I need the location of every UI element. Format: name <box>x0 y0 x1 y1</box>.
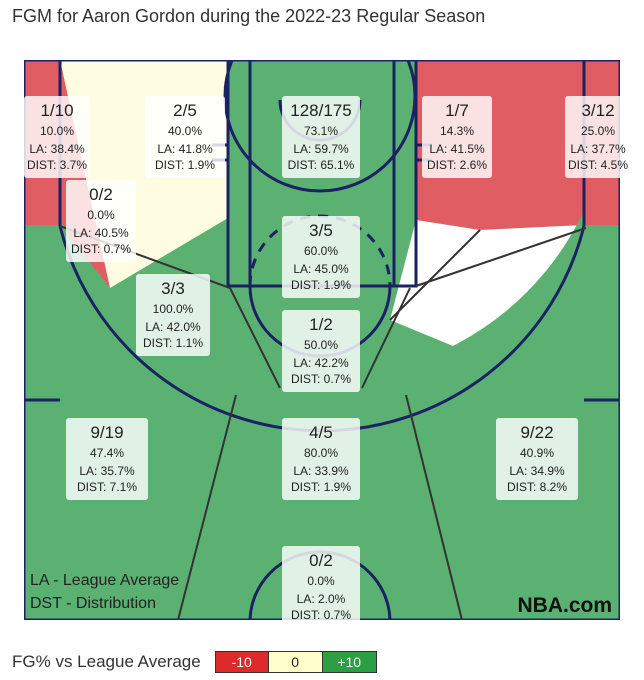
zone-box-bg <box>24 96 90 178</box>
zone-pct: 50.0% <box>304 338 338 352</box>
zone-pct: 10.0% <box>40 124 74 138</box>
zone-la: LA: 42.0% <box>145 320 201 334</box>
zone-box-paint-non-ra: 3/5 60.0% LA: 45.0% DIST: 1.9% <box>282 216 360 298</box>
zone-box-right-wing-mid-upper: 1/7 14.3% LA: 41.5% DIST: 2.6% <box>422 96 492 178</box>
zone-pct: 40.0% <box>168 124 202 138</box>
divider-left-top3 <box>177 394 237 620</box>
zone-box-bg <box>282 96 360 178</box>
nba-watermark: NBA.com <box>517 594 612 617</box>
zone-pct: 14.3% <box>440 124 474 138</box>
zone-box-left-corner-3: 1/10 10.0% LA: 38.4% DIST: 3.7% <box>24 96 90 178</box>
legend-label: FG% vs League Average <box>12 652 201 671</box>
zone-la: LA: 41.8% <box>157 142 213 156</box>
zone-la: LA: 35.7% <box>79 464 135 478</box>
zone-fgm: 3/5 <box>309 221 333 240</box>
zone-dist: DIST: 3.7% <box>27 158 87 172</box>
zone-pct: 100.0% <box>153 302 194 316</box>
legend-item-zero: 0 <box>268 651 323 673</box>
zone-box-bg <box>282 418 360 500</box>
zone-pct: 40.9% <box>520 446 554 460</box>
zone-pct: 80.0% <box>304 446 338 460</box>
legend-item-plus10: +10 <box>322 651 377 673</box>
zone-fgm: 3/12 <box>581 101 614 120</box>
zone-pct: 0.0% <box>87 208 115 222</box>
zone-dist: DIST: 1.9% <box>155 158 215 172</box>
zone-pct: 0.0% <box>307 574 335 588</box>
zone-fgm: 128/175 <box>290 101 351 120</box>
zone-dist: DIST: 8.2% <box>507 480 567 494</box>
zone-dist: DIST: 0.7% <box>291 372 351 386</box>
note-dst: DST - Distribution <box>30 595 156 612</box>
zone-box-bg <box>282 216 360 298</box>
inner-circle <box>223 60 417 193</box>
zone-pct: 25.0% <box>581 124 615 138</box>
zone-fgm: 3/3 <box>161 279 185 298</box>
zone-box-bg <box>422 96 492 178</box>
zone-dist: DIST: 1.9% <box>291 480 351 494</box>
divider-right-elbow <box>361 287 411 389</box>
chart-title: FGM for Aaron Gordon during the 2022-23 … <box>12 6 486 26</box>
zone-box-top-3: 4/5 80.0% LA: 33.9% DIST: 1.9% <box>282 418 360 500</box>
divider-left-elbow <box>229 287 281 389</box>
zone-dist: DIST: 0.7% <box>71 242 131 256</box>
zone-box-left-wing-3: 9/19 47.4% LA: 35.7% DIST: 7.1% <box>66 418 148 500</box>
zone-box-bg <box>282 310 360 392</box>
divider-right-top3 <box>405 394 463 620</box>
zone-dist: DIST: 2.6% <box>427 158 487 172</box>
divider-right-mid <box>415 227 587 287</box>
zone-fgm: 0/2 <box>309 551 333 570</box>
zone-box-backcourt: 0/2 0.0% LA: 2.0% DIST: 0.7% <box>282 546 360 628</box>
zone-la: LA: 33.9% <box>293 464 349 478</box>
zone-fgm: 9/19 <box>90 423 123 442</box>
zone-fgm: 4/5 <box>309 423 333 442</box>
zone-fgm: 2/5 <box>173 101 197 120</box>
zone-la: LA: 34.9% <box>509 464 565 478</box>
zone-fgm: 1/7 <box>445 101 469 120</box>
zone-la: LA: 2.0% <box>297 592 346 606</box>
zone-dist: DIST: 1.9% <box>291 278 351 292</box>
zone-la: LA: 45.0% <box>293 262 349 276</box>
zone-box-bg <box>136 274 210 356</box>
zone-la: LA: 41.5% <box>429 142 485 156</box>
zone-la: LA: 59.7% <box>293 142 349 156</box>
zone-la: LA: 38.4% <box>29 142 85 156</box>
legend: FG% vs League Average -10 0 +10 <box>12 650 377 674</box>
zone-box-bg <box>496 418 578 500</box>
zone-box-bg <box>66 418 148 500</box>
zone-box-left-wing-mid-upper: 2/5 40.0% LA: 41.8% DIST: 1.9% <box>145 96 225 178</box>
zone-box-bg <box>145 96 225 178</box>
zone-fgm: 1/2 <box>309 315 333 334</box>
zone-box-top-key-mid: 1/2 50.0% LA: 42.2% DIST: 0.7% <box>282 310 360 392</box>
zone-pct: 47.4% <box>90 446 124 460</box>
zone-box-left-baseline-mid: 0/2 0.0% LA: 40.5% DIST: 0.7% <box>66 180 136 262</box>
zone-fgm: 9/22 <box>520 423 553 442</box>
zone-la: LA: 42.2% <box>293 356 349 370</box>
zone-box-bg <box>66 180 136 262</box>
zone-dist: DIST: 7.1% <box>77 480 137 494</box>
zone-dist: DIST: 4.5% <box>568 158 628 172</box>
legend-item-minus10: -10 <box>214 651 269 673</box>
zone-la: LA: 40.5% <box>73 226 129 240</box>
zone-fgm: 1/10 <box>40 101 73 120</box>
zone-box-bg <box>565 96 631 178</box>
note-la: LA - League Average <box>30 572 179 589</box>
zone-dist: DIST: 65.1% <box>288 158 355 172</box>
zone-pct: 60.0% <box>304 244 338 258</box>
zone-dist: DIST: 0.7% <box>291 608 351 622</box>
zone-box-right-corner-3: 3/12 25.0% LA: 37.7% DIST: 4.5% <box>565 96 631 178</box>
shot-chart-court: 1/10 10.0% LA: 38.4% DIST: 3.7% 2/5 40.0% LA: … <box>24 60 631 628</box>
zone-box-bg <box>282 546 360 628</box>
divider-right-wing <box>389 229 481 321</box>
zone-box-left-elbow-mid: 3/3 100.0% LA: 42.0% DIST: 1.1% <box>136 274 210 356</box>
zone-dist: DIST: 1.1% <box>143 336 203 350</box>
zone-la: LA: 37.7% <box>570 142 626 156</box>
zone-fgm: 0/2 <box>89 185 113 204</box>
zone-box-restricted-area: 128/175 73.1% LA: 59.7% DIST: 65.1% <box>282 96 360 178</box>
zone-pct: 73.1% <box>304 124 338 138</box>
zone-box-right-wing-3: 9/22 40.9% LA: 34.9% DIST: 8.2% <box>496 418 578 500</box>
